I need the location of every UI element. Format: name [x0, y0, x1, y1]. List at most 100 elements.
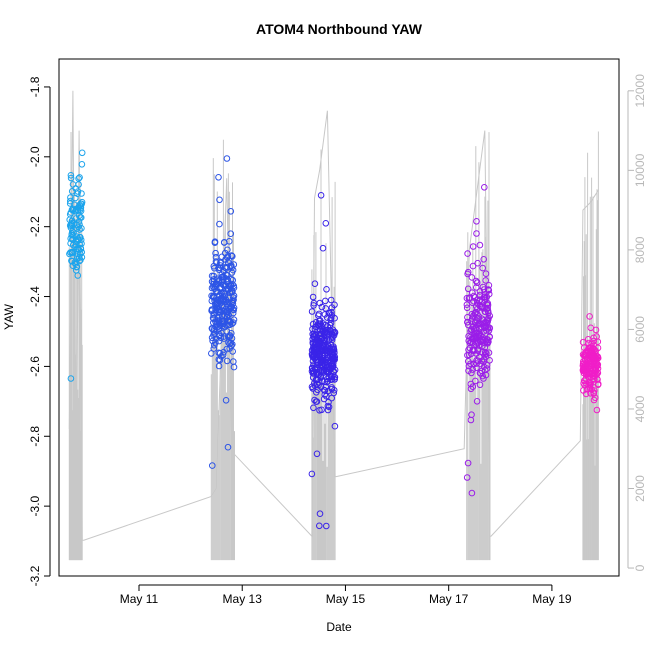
right-tick-label: 4000 — [633, 395, 647, 422]
data-point — [224, 285, 231, 292]
y-tick-label: -1.8 — [28, 76, 42, 97]
data-point — [316, 510, 324, 518]
data-point — [586, 370, 594, 378]
data-point — [473, 335, 480, 343]
data-point — [226, 318, 234, 326]
data-point — [321, 391, 329, 398]
data-point — [76, 174, 83, 181]
data-point — [473, 303, 480, 311]
data-point — [67, 174, 75, 182]
data-point — [208, 284, 216, 292]
y-tick-label: -2.4 — [28, 286, 42, 307]
data-point — [473, 398, 481, 405]
data-point — [72, 194, 79, 202]
data-point — [208, 306, 216, 313]
data-point — [309, 293, 317, 301]
data-point — [213, 302, 221, 310]
data-point — [216, 220, 223, 228]
data-point — [309, 374, 317, 381]
data-point — [230, 292, 238, 300]
data-point — [330, 345, 337, 353]
data-point — [319, 362, 327, 370]
data-point — [581, 366, 589, 373]
data-point — [72, 260, 79, 268]
data-point — [78, 190, 85, 197]
data-point — [324, 402, 332, 410]
data-point — [469, 339, 477, 346]
right-tick-label: 8000 — [633, 236, 647, 263]
points-layer — [66, 149, 602, 530]
data-point — [223, 300, 231, 308]
data-point — [312, 318, 320, 326]
data-point — [480, 317, 488, 324]
data-point — [467, 327, 474, 335]
data-point — [224, 246, 231, 254]
data-point — [471, 327, 478, 334]
data-point — [464, 285, 472, 293]
data-point — [69, 232, 77, 239]
data-point — [319, 244, 327, 252]
data-point — [228, 335, 236, 342]
data-point — [316, 317, 324, 324]
data-point — [467, 385, 475, 393]
data-point — [74, 272, 82, 279]
data-point — [482, 371, 490, 379]
data-point — [588, 351, 596, 358]
data-point — [210, 293, 217, 301]
data-point — [463, 294, 471, 302]
data-point — [464, 270, 471, 278]
data-point — [318, 406, 325, 414]
data-point — [76, 221, 83, 228]
y-axis-left: -1.8 -2.0 -2.2 -2.4 -2.6 -2.8 -3.0 -3.2 — [28, 76, 51, 586]
y-tick-label: -2.8 — [28, 426, 42, 447]
data-point — [328, 355, 336, 362]
data-point — [229, 319, 237, 326]
data-point — [215, 174, 222, 181]
right-tick-label: 10000 — [633, 153, 647, 187]
data-point — [227, 275, 235, 283]
data-point — [212, 335, 220, 343]
data-point — [590, 334, 597, 342]
data-point — [479, 264, 487, 272]
data-point — [227, 339, 235, 347]
data-point — [474, 279, 481, 286]
data-point — [223, 308, 231, 315]
data-point — [67, 172, 75, 179]
data-point — [474, 259, 482, 267]
data-point — [472, 277, 480, 285]
count-series-line — [68, 90, 599, 541]
data-point — [316, 339, 324, 346]
data-point — [480, 256, 488, 263]
data-point — [308, 308, 316, 315]
data-point — [593, 333, 600, 340]
data-point — [323, 375, 331, 383]
data-point — [469, 262, 477, 270]
data-point — [590, 378, 597, 386]
data-point — [471, 332, 479, 339]
data-point — [67, 375, 75, 382]
data-point — [313, 450, 321, 458]
data-point — [468, 310, 476, 318]
data-point — [465, 367, 472, 375]
data-point — [328, 384, 336, 391]
data-point — [310, 354, 317, 361]
data-point — [311, 335, 319, 343]
data-point — [327, 319, 335, 327]
data-point — [77, 256, 84, 264]
data-point — [216, 297, 224, 305]
data-point — [486, 333, 493, 340]
data-point — [69, 228, 76, 235]
data-point — [476, 369, 484, 377]
data-point — [229, 300, 237, 307]
data-point — [472, 377, 479, 385]
data-point — [464, 459, 472, 467]
data-point — [67, 197, 74, 205]
data-point — [474, 346, 481, 353]
data-point — [314, 371, 322, 379]
data-point — [476, 288, 484, 295]
data-point — [214, 323, 222, 331]
data-point — [328, 311, 336, 319]
data-point — [221, 249, 229, 257]
data-point — [331, 373, 339, 381]
